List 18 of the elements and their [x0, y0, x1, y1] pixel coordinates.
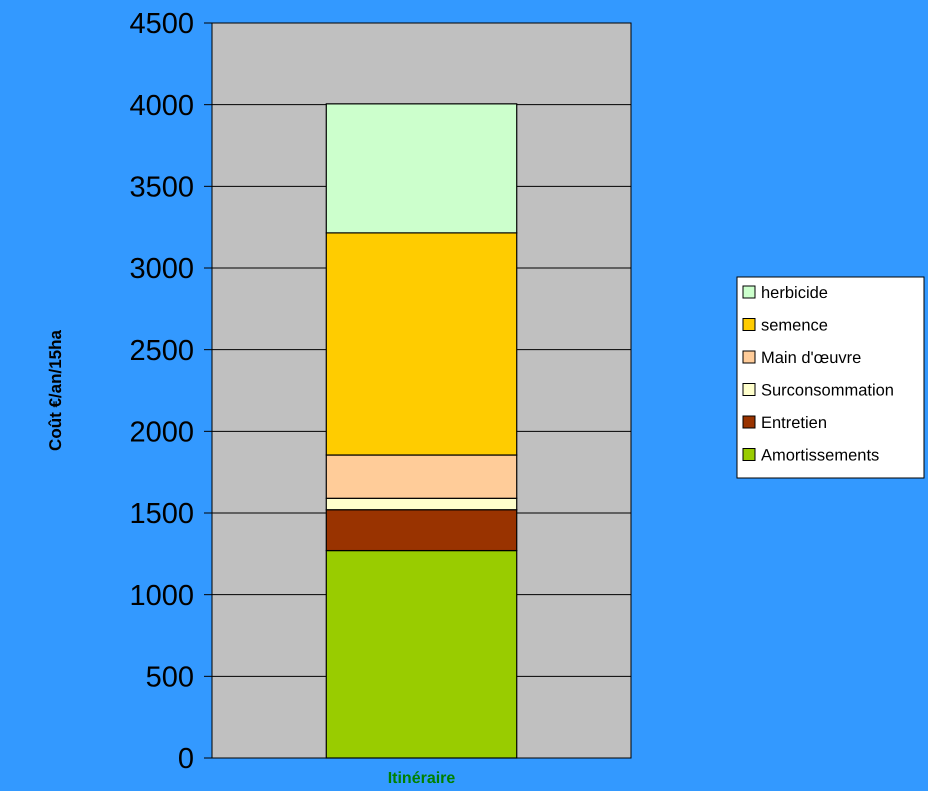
y-tick-label: 0: [178, 743, 194, 776]
y-tick-label: 3000: [129, 253, 194, 286]
y-tick-label: 2500: [129, 334, 194, 367]
y-tick-label: 4500: [129, 8, 194, 40]
y-tick-label: 1000: [129, 580, 194, 612]
y-axis-title: Coût €/an/15ha: [46, 330, 65, 451]
legend-label: Surconsommation: [761, 381, 894, 400]
legend-label: Main d'œuvre: [761, 348, 862, 367]
legend-label: herbicide: [761, 284, 828, 302]
legend-label: semence: [761, 316, 828, 334]
legend-label: Entretien: [761, 414, 828, 432]
y-tick-label: 4000: [129, 90, 194, 122]
x-tick-label: Itinéraire: [388, 770, 456, 787]
y-tick-label: 1500: [129, 498, 194, 530]
y-tick-label: 3500: [129, 171, 194, 204]
y-tick-label: 2000: [129, 416, 194, 448]
y-tick-label: 500: [146, 661, 194, 694]
legend-label: Amortissements: [761, 446, 880, 464]
